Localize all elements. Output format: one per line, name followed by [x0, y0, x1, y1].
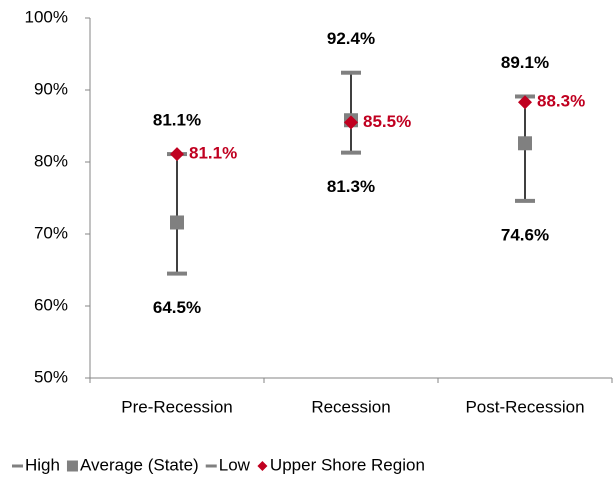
value-label: 88.3%	[537, 92, 585, 111]
value-label: 92.4%	[327, 29, 375, 48]
x-tick-label: Recession	[311, 397, 390, 416]
legend-marker	[66, 460, 78, 472]
y-tick-label: 70%	[34, 223, 68, 242]
marker-square	[518, 136, 532, 151]
marker-square	[170, 215, 184, 230]
legend-marker	[257, 461, 268, 471]
value-label: 64.5%	[153, 298, 201, 317]
legend-label: High	[25, 455, 60, 474]
marker-diamond	[344, 115, 358, 130]
legend-label: Average (State)	[80, 455, 199, 474]
marker-dash	[167, 271, 187, 276]
marker-dash	[341, 70, 361, 75]
legend-marker	[12, 464, 23, 468]
legend-label: Low	[219, 455, 251, 474]
x-tick-label: Pre-Recession	[121, 397, 233, 416]
value-label: 89.1%	[501, 53, 549, 72]
x-tick-label: Post-Recession	[465, 397, 584, 416]
marker-diamond	[170, 147, 184, 162]
value-label: 81.3%	[327, 177, 375, 196]
value-label: 81.1%	[189, 144, 237, 163]
legend-label: Upper Shore Region	[270, 455, 425, 474]
value-label: 85.5%	[363, 112, 411, 131]
marker-dash	[515, 198, 535, 203]
legend-marker	[205, 464, 217, 468]
y-tick-label: 90%	[34, 79, 68, 98]
y-tick-label: 100%	[25, 7, 68, 26]
value-label: 74.6%	[501, 225, 549, 244]
value-label: 81.1%	[153, 111, 201, 130]
y-tick-label: 50%	[34, 367, 68, 386]
y-tick-label: 80%	[34, 151, 68, 170]
y-tick-label: 60%	[34, 295, 68, 314]
marker-diamond	[518, 95, 532, 110]
marker-dash	[341, 150, 361, 155]
